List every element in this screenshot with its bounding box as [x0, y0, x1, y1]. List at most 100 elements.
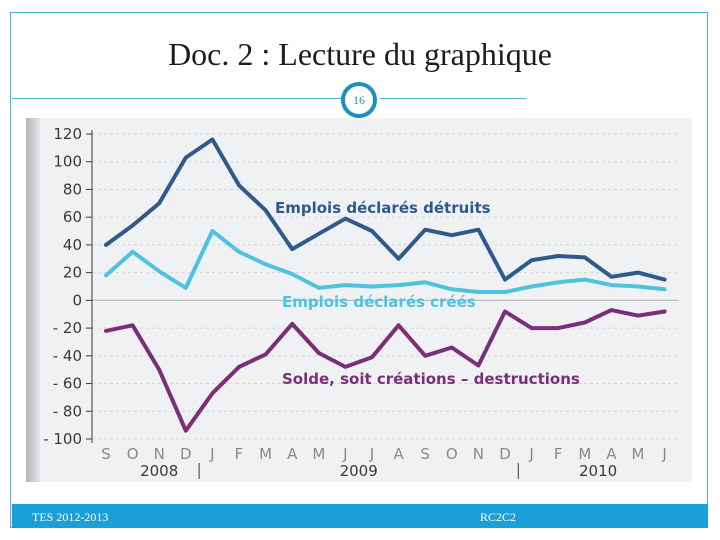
- x-tick-label: O: [127, 445, 139, 463]
- y-tick-label: 80: [63, 180, 82, 198]
- data-point: [636, 271, 640, 275]
- data-point: [157, 269, 161, 273]
- data-point: [264, 262, 268, 266]
- series-label: Emplois déclarés détruits: [275, 199, 491, 217]
- data-point: [583, 277, 587, 282]
- data-point: [530, 258, 534, 262]
- series-line: [104, 229, 667, 294]
- data-point: [290, 322, 294, 326]
- data-point: [131, 250, 135, 254]
- x-tick-label: N: [473, 445, 484, 463]
- x-tick-label: F: [554, 445, 563, 463]
- series-line: [104, 308, 667, 433]
- data-point: [317, 232, 321, 236]
- data-point: [450, 287, 454, 291]
- x-year-label: 2009: [340, 462, 378, 480]
- page-number-badge: 16: [341, 82, 377, 118]
- data-point: [476, 363, 480, 368]
- data-point: [450, 345, 454, 350]
- data-point: [104, 273, 108, 278]
- data-point: [210, 229, 214, 233]
- data-point: [290, 272, 294, 276]
- y-tick-label: 0: [72, 291, 82, 309]
- data-point: [184, 155, 188, 160]
- data-point: [157, 368, 161, 372]
- x-tick-label: A: [287, 445, 298, 463]
- data-point: [184, 429, 188, 433]
- data-point: [636, 284, 640, 289]
- data-point: [556, 254, 560, 258]
- y-tick-label: 40: [63, 236, 82, 254]
- data-point: [317, 286, 321, 290]
- x-tick-label: A: [393, 445, 404, 463]
- x-tick-label: M: [259, 445, 272, 463]
- x-tick-label: J: [209, 445, 214, 463]
- x-tick-label: J: [528, 445, 533, 463]
- data-point: [476, 228, 480, 232]
- data-point: [583, 255, 587, 259]
- data-point: [131, 223, 135, 228]
- y-tick-label: 100: [53, 153, 82, 171]
- series-line: [104, 137, 667, 282]
- y-tick-label: 60: [63, 208, 82, 226]
- data-point: [210, 137, 214, 142]
- y-tick-label: - 20: [53, 319, 82, 337]
- data-point: [317, 351, 321, 355]
- series-label: Solde, soit créations – destructions: [282, 370, 580, 388]
- data-point: [609, 283, 614, 287]
- x-tick-label: S: [101, 445, 111, 463]
- series-label: Emplois déclarés créés: [282, 293, 476, 311]
- x-tick-label: D: [180, 445, 192, 463]
- x-tick-label: M: [312, 445, 325, 463]
- data-point: [343, 216, 347, 221]
- x-tick-label: J: [661, 445, 666, 463]
- data-point: [370, 284, 374, 289]
- data-point: [663, 309, 667, 314]
- data-point: [663, 277, 667, 282]
- data-point: [104, 243, 108, 247]
- data-point: [184, 286, 188, 290]
- data-point: [423, 228, 427, 232]
- y-tick-label: - 40: [53, 347, 82, 365]
- data-point: [503, 290, 507, 294]
- data-point: [131, 323, 135, 327]
- x-tick-label: F: [235, 445, 244, 463]
- y-tick-label: - 60: [53, 375, 82, 393]
- x-tick-label: M: [578, 445, 591, 463]
- data-point: [370, 229, 374, 233]
- data-point: [609, 308, 614, 312]
- data-point: [397, 257, 401, 261]
- data-point: [556, 280, 560, 284]
- data-point: [636, 314, 640, 318]
- data-point: [237, 183, 241, 187]
- data-point: [609, 275, 614, 279]
- data-point: [264, 208, 268, 212]
- y-tick-label: 20: [63, 264, 82, 282]
- data-point: [583, 320, 587, 325]
- data-point: [237, 250, 241, 254]
- data-point: [210, 391, 214, 395]
- data-point: [663, 287, 667, 291]
- data-point: [343, 365, 347, 369]
- data-point: [157, 201, 161, 205]
- footer-class-label: RC2C2: [480, 510, 517, 524]
- x-tick-label: J: [342, 445, 347, 463]
- x-tick-label: J: [369, 445, 374, 463]
- data-point: [503, 309, 507, 314]
- title-divider-right: [380, 98, 526, 99]
- x-tick-label: N: [154, 445, 165, 463]
- data-point: [530, 284, 534, 289]
- x-tick-label: M: [632, 445, 645, 463]
- data-point: [476, 290, 480, 294]
- x-tick-label: S: [420, 445, 430, 463]
- data-point: [423, 280, 427, 284]
- x-year-label: 2008: [140, 462, 178, 480]
- data-point: [290, 247, 294, 251]
- data-point: [397, 283, 401, 287]
- data-point: [397, 323, 401, 327]
- data-point: [423, 354, 427, 358]
- footer-bar: [12, 504, 708, 528]
- y-tick-label: - 100: [43, 430, 82, 448]
- x-tick-label: A: [606, 445, 617, 463]
